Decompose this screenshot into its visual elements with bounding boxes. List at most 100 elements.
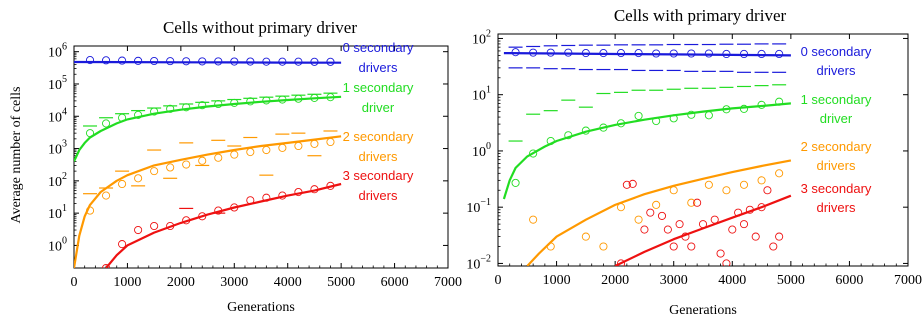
data-point xyxy=(262,145,271,155)
y-tick-label: 101 xyxy=(48,203,67,222)
data-point xyxy=(529,149,538,158)
x-tick-label: 5000 xyxy=(777,273,805,288)
plot-frame xyxy=(497,33,909,267)
data-point xyxy=(150,167,159,176)
x-tick-label: 4000 xyxy=(274,275,302,290)
y-tick-label: 103 xyxy=(48,139,67,158)
data-point xyxy=(198,156,207,165)
fit-curve xyxy=(503,52,791,57)
data-point xyxy=(529,215,538,224)
legend-label: 2 secondary drivers xyxy=(343,129,414,164)
data-point xyxy=(739,220,749,229)
data-point xyxy=(230,150,239,159)
data-point xyxy=(775,169,784,178)
data-point xyxy=(246,147,255,157)
y-tick-label: 102 xyxy=(48,171,67,190)
data-point xyxy=(704,49,713,58)
data-point xyxy=(134,56,143,65)
x-axis-label: Generations xyxy=(227,300,295,315)
x-tick-label: 1000 xyxy=(113,275,141,290)
y-tick-label: 100 xyxy=(472,141,491,160)
x-tick-label: 4000 xyxy=(718,273,746,288)
x-tick-label: 5000 xyxy=(327,275,355,290)
data-point xyxy=(134,225,143,235)
data-point xyxy=(704,180,713,189)
chart-title: Cells with primary driver xyxy=(614,6,787,25)
fit-curve xyxy=(74,135,342,268)
data-point xyxy=(102,263,111,268)
series-2 xyxy=(526,159,792,266)
x-tick-label: 2000 xyxy=(167,275,195,290)
y-tick-label: 101 xyxy=(472,85,491,104)
plot-frame xyxy=(73,45,449,269)
x-tick-label: 1000 xyxy=(543,273,571,288)
data-point xyxy=(634,215,643,224)
legend-label: 3 secondary drivers xyxy=(801,181,872,215)
chart-left-panel: Cells without primary driver 0 1000 2000 300… xyxy=(9,18,462,315)
data-point xyxy=(102,119,111,128)
data-point xyxy=(214,153,223,162)
data-point xyxy=(599,242,608,251)
x-tick-label: 6000 xyxy=(835,273,863,288)
data-point xyxy=(722,259,731,266)
data-point xyxy=(326,137,335,147)
data-point xyxy=(102,56,111,65)
data-point xyxy=(150,107,159,116)
data-point xyxy=(722,186,731,195)
y-tick-label: 106 xyxy=(48,42,67,61)
legend-label: 1 secondary driver xyxy=(343,80,414,115)
x-tick-label: 7000 xyxy=(894,273,922,288)
y-tick-label: 102 xyxy=(472,28,491,47)
series-2 xyxy=(74,130,342,268)
chart-title: Cells without primary driver xyxy=(163,18,357,37)
series-3 xyxy=(614,179,792,266)
data-point xyxy=(102,191,111,200)
x-tick-label: 0 xyxy=(495,273,502,288)
data-point xyxy=(663,225,672,234)
data-point xyxy=(652,200,661,209)
y-tick-label: 100 xyxy=(48,235,67,254)
data-point xyxy=(134,110,143,119)
x-axis-label: Generations xyxy=(669,303,737,318)
data-point xyxy=(757,203,766,212)
data-point xyxy=(511,178,520,187)
fit-curve xyxy=(105,182,342,268)
series-1 xyxy=(74,92,342,162)
data-point xyxy=(118,179,127,189)
data-point xyxy=(166,163,175,172)
legend-label: 0 secondary drivers xyxy=(801,44,872,78)
data-point xyxy=(687,242,696,251)
data-point xyxy=(118,56,127,65)
legend-label: 0 secondary drivers xyxy=(343,40,414,75)
data-point xyxy=(775,49,784,59)
data-point xyxy=(616,259,626,266)
data-point xyxy=(622,180,631,189)
data-point xyxy=(716,249,725,258)
data-point xyxy=(198,101,207,110)
chart-right-panel: Cells with primary driver 0 1000 2000 3000 40… xyxy=(466,6,922,318)
data-point xyxy=(646,208,655,217)
fit-curve xyxy=(502,102,791,200)
data-point xyxy=(166,104,175,113)
data-point xyxy=(85,56,95,65)
data-point xyxy=(278,143,287,152)
data-point xyxy=(640,225,649,234)
data-point xyxy=(310,139,319,148)
y-tick-label: 104 xyxy=(48,106,67,125)
series-0 xyxy=(503,43,791,73)
data-point xyxy=(581,232,590,241)
legend-label: 2 secondary drivers xyxy=(801,139,872,173)
y-tick-label: 105 xyxy=(48,74,67,93)
fit-curve xyxy=(74,95,342,162)
data-point xyxy=(182,160,191,169)
data-point xyxy=(628,179,637,188)
data-point xyxy=(214,99,223,109)
x-tick-label: 3000 xyxy=(660,273,688,288)
data-point xyxy=(693,198,702,207)
y-axis-label: Average number of cells xyxy=(9,87,24,224)
x-tick-label: 7000 xyxy=(434,275,462,290)
data-point xyxy=(757,49,766,59)
data-point xyxy=(150,56,159,66)
data-point xyxy=(769,242,778,251)
